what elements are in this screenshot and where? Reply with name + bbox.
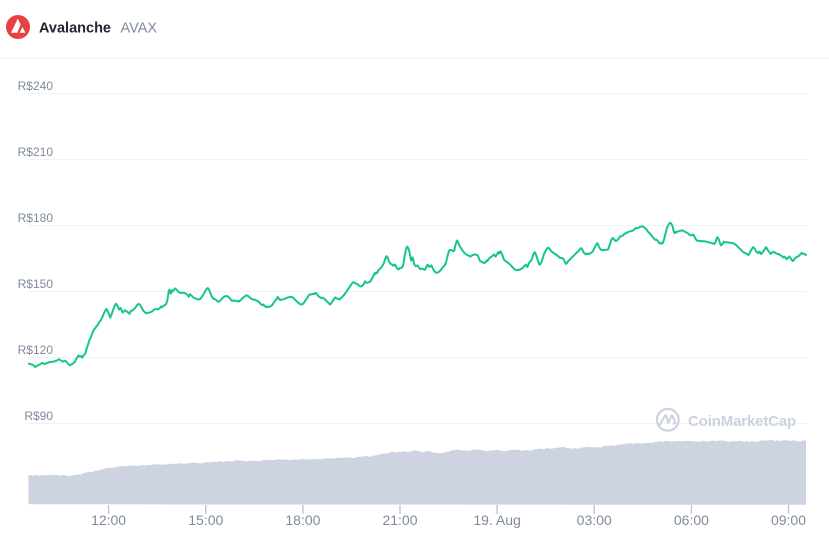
svg-text:R$90: R$90 — [24, 409, 53, 423]
svg-text:03:00: 03:00 — [577, 512, 612, 528]
svg-text:06:00: 06:00 — [674, 512, 709, 528]
svg-text:18:00: 18:00 — [285, 512, 320, 528]
svg-text:09:00: 09:00 — [771, 512, 806, 528]
svg-text:19. Aug: 19. Aug — [473, 512, 521, 528]
svg-text:12:00: 12:00 — [91, 512, 126, 528]
svg-text:R$210: R$210 — [18, 145, 54, 159]
svg-text:15:00: 15:00 — [188, 512, 223, 528]
svg-text:R$240: R$240 — [18, 79, 54, 93]
svg-text:R$120: R$120 — [18, 343, 54, 357]
svg-text:R$180: R$180 — [18, 211, 54, 225]
svg-text:21:00: 21:00 — [382, 512, 417, 528]
svg-text:Avalanche: Avalanche — [39, 21, 111, 37]
svg-text:AVAX: AVAX — [121, 21, 158, 37]
svg-text:R$150: R$150 — [18, 277, 54, 291]
svg-text:CoinMarketCap: CoinMarketCap — [688, 413, 796, 430]
